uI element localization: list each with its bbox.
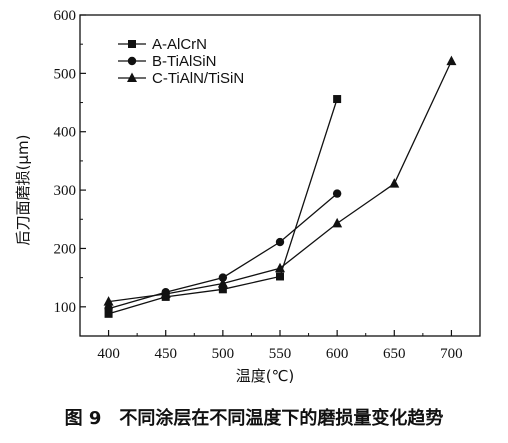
- square-marker: [104, 309, 113, 318]
- triangle-marker: [160, 288, 171, 298]
- legend-item-0: A-AlCrN: [118, 36, 207, 53]
- chart: 400 450 500 550 600 650 700100200300400500600 …: [14, 8, 481, 385]
- x-tick-label: 600: [326, 346, 349, 362]
- x-tick-label: 550: [269, 346, 292, 362]
- x-tick-label: 450: [154, 346, 177, 362]
- square-marker: [128, 40, 136, 48]
- plot-frame: [79, 14, 481, 337]
- legend-label: A-AlCrN: [152, 36, 207, 53]
- square-marker: [333, 95, 342, 104]
- y-axis-label: 后刀面磨损(μm): [14, 135, 32, 246]
- figure-caption: 图 9 不同涂层在不同温度下的磨损量变化趋势: [64, 408, 444, 429]
- triangle-marker: [275, 262, 285, 273]
- circle-marker: [104, 304, 113, 313]
- y-tick-label: 100: [54, 300, 77, 316]
- circle-marker: [332, 189, 342, 198]
- ticks: 400 450 500 550 600 650 700 100 200 300 400 500 600: [54, 8, 463, 362]
- triangle-marker: [217, 277, 228, 288]
- triangle-marker: [127, 72, 137, 82]
- axes: [79, 14, 481, 337]
- x-tick-label: 650: [383, 346, 406, 362]
- circle-marker: [127, 56, 137, 66]
- legend-label: C-TiAlN/TiSiN: [152, 70, 244, 87]
- x-axis-label: 温度(℃): [236, 367, 295, 385]
- legend-label: B-TiAlSiN: [152, 53, 216, 70]
- y-tick-label: 600: [54, 8, 77, 24]
- triangle-marker: [332, 217, 343, 228]
- triangle-marker: [389, 178, 400, 188]
- x-tick-label: 700: [440, 346, 463, 362]
- square-marker: [218, 285, 227, 294]
- y-tick-label: 300: [54, 183, 77, 199]
- triangle-marker: [103, 296, 114, 306]
- series-1: [104, 189, 342, 313]
- triangle-marker: [446, 55, 457, 66]
- legend-item-2: C-TiAlN/TiSiN: [118, 70, 244, 87]
- circle-marker: [275, 237, 285, 247]
- series-2: [103, 55, 457, 306]
- legend-item-1: B-TiAlSiN: [118, 53, 216, 70]
- y-tick-label: 400: [54, 125, 77, 141]
- circle-marker: [218, 273, 228, 282]
- series: [103, 55, 457, 318]
- square-marker: [276, 272, 284, 281]
- y-tick-label: 500: [54, 66, 77, 82]
- x-tick-label: 400: [97, 346, 120, 362]
- y-tick-label: 200: [54, 241, 77, 257]
- x-tick-label: 500: [212, 346, 235, 362]
